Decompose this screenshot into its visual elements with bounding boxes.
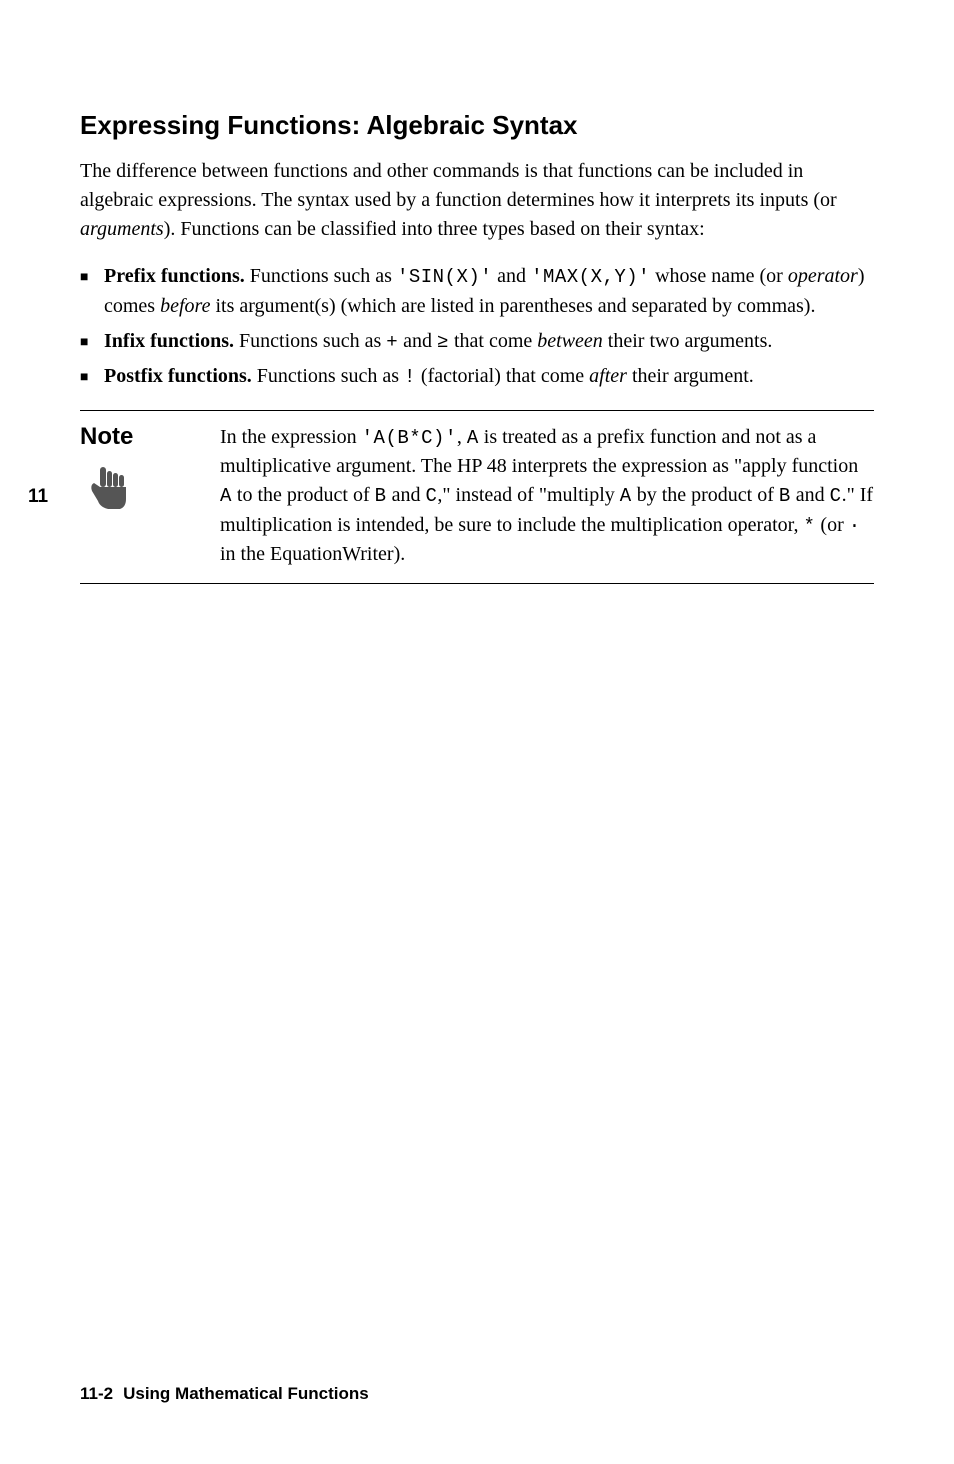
- code-gte: ≥: [437, 331, 449, 353]
- text: ," instead of "multiply: [437, 484, 619, 506]
- note-box: Note In the expression 'A(B*C)', A is tr…: [80, 410, 874, 585]
- text: their argument.: [627, 365, 754, 387]
- note-body: In the expression 'A(B*C)', A is treated…: [220, 423, 874, 570]
- italic-after: after: [589, 365, 627, 387]
- code-star: *: [804, 515, 816, 537]
- bullet-icon: ■: [80, 262, 104, 321]
- bullet-content: Infix functions. Functions such as + and…: [104, 327, 874, 357]
- note-hand-icon: [86, 463, 130, 515]
- code-c: C: [425, 485, 437, 507]
- code-b2: B: [779, 485, 791, 507]
- bullet-icon: ■: [80, 327, 104, 357]
- postfix-label: Postfix functions.: [104, 365, 252, 387]
- code-expr: 'A(B*C)': [362, 427, 457, 449]
- code-c2: C: [830, 485, 842, 507]
- bullet-icon: ■: [80, 362, 104, 392]
- intro-text-3: ). Functions can be classified into thre…: [164, 218, 705, 240]
- prefix-label: Prefix functions.: [104, 265, 245, 287]
- text: in the EquationWriter).: [220, 543, 405, 565]
- code-max: 'MAX(X,Y)': [531, 266, 650, 288]
- code-a2: A: [220, 485, 232, 507]
- intro-paragraph: The difference between functions and oth…: [80, 157, 874, 244]
- text: its argument(s) (which are listed in par…: [210, 295, 815, 317]
- text: and: [387, 484, 426, 506]
- text: (or: [815, 514, 848, 536]
- text: their two arguments.: [603, 330, 773, 352]
- italic-operator: operator: [788, 265, 858, 287]
- text: ,: [457, 426, 467, 448]
- list-item: ■ Infix functions. Functions such as + a…: [80, 327, 874, 357]
- code-dot: ·: [849, 515, 861, 537]
- text: to the product of: [232, 484, 375, 506]
- page-footer: 11-2 Using Mathematical Functions: [80, 1384, 369, 1404]
- text: and: [791, 484, 830, 506]
- code-sin: 'SIN(X)': [397, 266, 492, 288]
- page-heading: Expressing Functions: Algebraic Syntax: [80, 110, 874, 141]
- note-left-col: Note: [80, 423, 220, 570]
- text: Functions such as: [245, 265, 397, 287]
- text: that come: [449, 330, 537, 352]
- text: Functions such as: [234, 330, 386, 352]
- intro-italic: arguments: [80, 218, 164, 240]
- code-b: B: [375, 485, 387, 507]
- footer-chapter-title: Using Mathematical Functions: [123, 1384, 369, 1403]
- text: whose name (or: [650, 265, 788, 287]
- text: (factorial) that come: [416, 365, 589, 387]
- bullet-content: Postfix functions. Functions such as ! (…: [104, 362, 874, 392]
- list-item: ■ Prefix functions. Functions such as 'S…: [80, 262, 874, 321]
- text: and: [492, 265, 531, 287]
- note-label: Note: [80, 423, 220, 451]
- text: by the product of: [632, 484, 779, 506]
- code-factorial: !: [404, 366, 416, 388]
- chapter-margin-number: 11: [28, 486, 48, 508]
- footer-page-number: 11-2: [80, 1384, 113, 1403]
- code-a: A: [467, 427, 479, 449]
- infix-label: Infix functions.: [104, 330, 234, 352]
- function-types-list: ■ Prefix functions. Functions such as 'S…: [80, 262, 874, 392]
- code-plus: +: [386, 331, 398, 353]
- list-item: ■ Postfix functions. Functions such as !…: [80, 362, 874, 392]
- italic-before: before: [160, 295, 210, 317]
- text: and: [398, 330, 437, 352]
- code-a3: A: [620, 485, 632, 507]
- bullet-content: Prefix functions. Functions such as 'SIN…: [104, 262, 874, 321]
- text: In the expression: [220, 426, 362, 448]
- italic-between: between: [537, 330, 603, 352]
- text: Functions such as: [252, 365, 404, 387]
- intro-text-1: The difference between functions and oth…: [80, 160, 837, 211]
